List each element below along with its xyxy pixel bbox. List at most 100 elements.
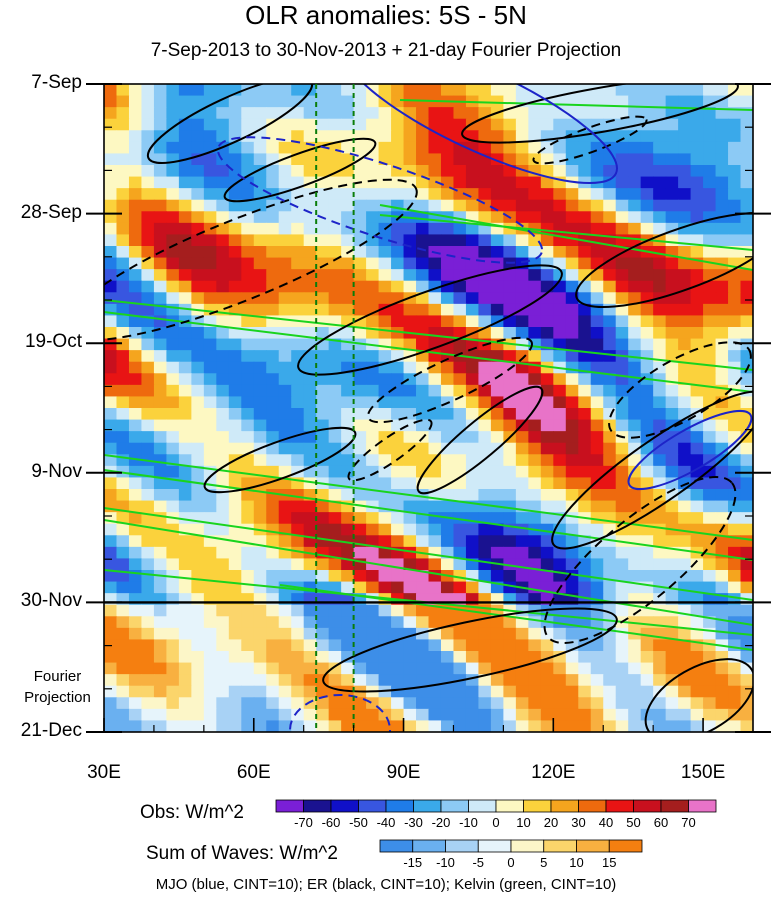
heatmap-cell xyxy=(178,465,192,479)
heatmap-cell xyxy=(166,546,180,560)
heatmap-cell xyxy=(640,303,654,317)
heatmap-cell xyxy=(740,153,753,166)
heatmap-cell xyxy=(203,431,217,444)
heatmap-cell xyxy=(515,651,529,664)
heatmap-cell xyxy=(241,720,255,732)
heatmap-cell xyxy=(178,639,192,652)
heatmap-cell xyxy=(266,408,280,421)
heatmap-cell xyxy=(316,315,330,328)
heatmap-cell xyxy=(603,95,617,108)
heatmap-cell xyxy=(166,188,180,201)
heatmap-cell xyxy=(378,338,392,351)
heatmap-cell xyxy=(465,396,480,409)
heatmap-cell xyxy=(191,292,205,305)
heatmap-cell xyxy=(465,720,480,732)
heatmap-cell xyxy=(303,500,317,513)
heatmap-cell xyxy=(515,674,529,687)
heatmap-cell xyxy=(328,697,342,710)
heatmap-cell xyxy=(653,211,667,224)
heatmap-cell xyxy=(740,234,753,247)
heatmap-cell xyxy=(416,234,430,247)
heatmap-cell xyxy=(303,616,317,629)
heatmap-cell xyxy=(366,720,380,732)
heatmap-cell xyxy=(690,604,704,617)
heatmap-cell xyxy=(128,627,143,641)
heatmap-cell xyxy=(353,280,367,293)
heatmap-cell xyxy=(690,188,704,201)
heatmap-cell xyxy=(653,338,667,351)
heatmap-cell xyxy=(378,454,392,467)
heatmap-cell xyxy=(728,500,742,513)
heatmap-cell xyxy=(490,720,504,732)
heatmap-cell xyxy=(728,570,742,583)
heatmap-cell xyxy=(116,234,130,247)
heatmap-cell xyxy=(578,662,592,675)
heatmap-cell xyxy=(628,570,642,583)
heatmap-cell xyxy=(603,222,617,236)
heatmap-cell xyxy=(366,558,380,571)
heatmap-cell xyxy=(353,500,367,513)
heatmap-cell xyxy=(665,176,679,189)
heatmap-cell xyxy=(603,361,617,374)
heatmap-cell xyxy=(403,257,417,270)
heatmap-cell xyxy=(440,188,455,201)
heatmap-cell xyxy=(266,419,280,432)
heatmap-cell xyxy=(728,419,742,432)
heatmap-cell xyxy=(166,222,180,236)
heatmap-cell xyxy=(690,685,704,698)
heatmap-cell xyxy=(353,165,367,178)
heatmap-cell xyxy=(515,153,529,166)
heatmap-cell xyxy=(490,361,504,374)
heatmap-cell xyxy=(253,130,267,143)
heatmap-cell xyxy=(191,396,205,409)
heatmap-cell xyxy=(378,188,392,201)
heatmap-cell xyxy=(740,431,753,444)
heatmap-cell xyxy=(528,373,542,386)
heatmap-cell xyxy=(291,570,305,583)
heatmap-cell xyxy=(153,454,168,467)
heatmap-cell xyxy=(416,211,430,224)
heatmap-cell xyxy=(728,176,742,189)
heatmap-cell xyxy=(104,558,118,571)
heatmap-cell xyxy=(740,188,753,201)
heatmap-cell xyxy=(178,246,192,259)
heatmap-cell xyxy=(678,685,692,698)
heatmap-cell xyxy=(241,141,255,155)
heatmap-cell xyxy=(178,107,192,120)
heatmap-cell xyxy=(690,153,704,166)
heatmap-cell xyxy=(540,315,554,328)
heatmap-cell xyxy=(478,477,492,490)
heatmap-cell xyxy=(453,512,467,525)
heatmap-cell xyxy=(203,107,217,120)
heatmap-cell xyxy=(128,558,143,571)
heatmap-cell xyxy=(615,280,629,293)
heatmap-cell xyxy=(678,176,692,189)
heatmap-cell xyxy=(653,222,667,236)
heatmap-cell xyxy=(703,708,717,722)
heatmap-cell xyxy=(478,361,492,374)
heatmap-cell xyxy=(715,315,729,328)
heatmap-cell xyxy=(603,269,617,282)
heatmap-cell xyxy=(690,570,704,583)
heatmap-cell xyxy=(490,246,504,259)
heatmap-cell xyxy=(640,419,654,432)
heatmap-cell xyxy=(391,489,405,502)
heatmap-cell xyxy=(503,269,517,282)
heatmap-cell xyxy=(141,118,155,131)
heatmap-cell xyxy=(740,327,753,340)
heatmap-cell xyxy=(453,384,467,398)
heatmap-cell xyxy=(428,188,442,201)
heatmap-cell xyxy=(153,350,168,363)
heatmap-cell xyxy=(253,280,267,293)
heatmap-cell xyxy=(116,477,130,490)
heatmap-cell xyxy=(178,431,192,444)
heatmap-cell xyxy=(678,523,692,536)
heatmap-cell xyxy=(328,720,342,732)
heatmap-cell xyxy=(216,84,230,97)
heatmap-cell xyxy=(528,361,542,374)
heatmap-cell xyxy=(653,373,667,386)
heatmap-cell xyxy=(653,130,667,143)
heatmap-cell xyxy=(628,708,642,722)
heatmap-cell xyxy=(715,350,729,363)
heatmap-cell xyxy=(116,581,130,594)
